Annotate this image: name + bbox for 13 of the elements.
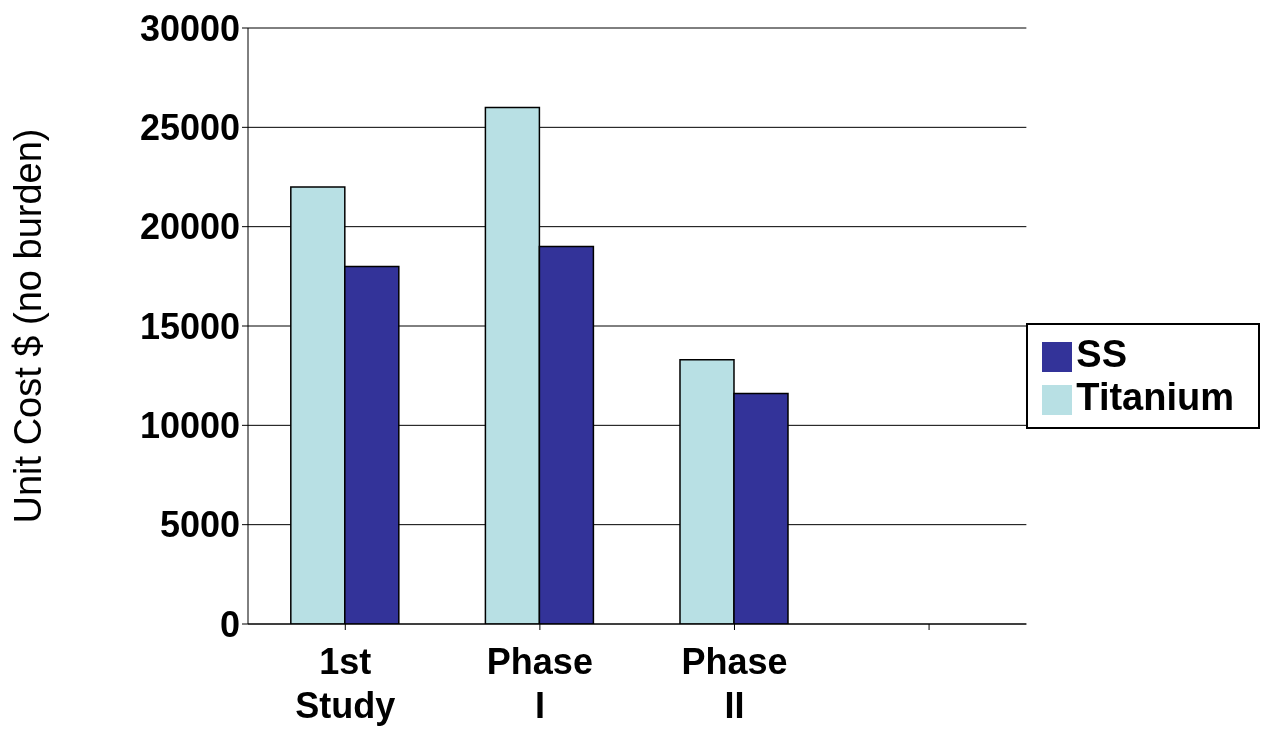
legend-label: SS — [1076, 333, 1128, 375]
y-tick-label: 25000 — [139, 107, 240, 149]
y-tick-label: 30000 — [139, 7, 240, 49]
x-tick-label: 1st Study — [295, 641, 396, 726]
y-tick-label: 15000 — [139, 305, 240, 347]
y-tick-label: 5000 — [159, 504, 240, 546]
x-tick-label: Phase I — [486, 641, 593, 726]
y-tick-label: 0 — [219, 603, 240, 645]
x-tick-label: Phase II — [681, 641, 788, 726]
legend-label: Titanium — [1076, 376, 1234, 418]
y-tick-label: 20000 — [139, 206, 240, 248]
y-tick-label: 10000 — [139, 405, 240, 447]
y-axis-title: Unit Cost $ (no burden) — [7, 128, 50, 524]
